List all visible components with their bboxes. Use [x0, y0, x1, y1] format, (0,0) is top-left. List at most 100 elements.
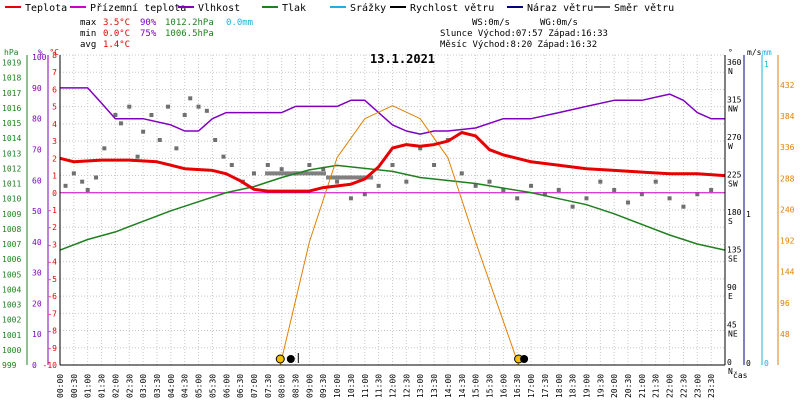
sun-tick-288: 288: [780, 174, 795, 183]
wind-direction-point-21: [229, 163, 234, 167]
direction-tick-360-value: 360: [727, 58, 742, 67]
direction-tick-135-label: SE: [728, 255, 738, 264]
wind-direction-point-30: [348, 196, 353, 201]
celsius-tick--8: -8: [47, 327, 57, 336]
time-tick-16:30: 16:30: [513, 374, 522, 398]
wind-direction-point-33: [390, 163, 395, 167]
wind-direction-point-17: [196, 104, 201, 109]
sun-tick-96: 96: [780, 299, 790, 308]
pct-tick-80: 80: [32, 115, 42, 124]
time-tick-00:30: 00:30: [70, 374, 79, 398]
direction-tick-135-value: 135: [727, 246, 742, 255]
stats-press-max: 1012.2hPa: [165, 18, 214, 28]
wind-direction-point-49: [612, 188, 617, 192]
time-tick-02:30: 02:30: [125, 374, 134, 398]
stats-temp-max: 3.5°C: [103, 18, 130, 28]
time-tick-18:00: 18:00: [555, 374, 564, 398]
time-tick-08:00: 08:00: [278, 374, 287, 398]
legend-label-4: Srážky: [350, 2, 386, 14]
time-axis-label: čas: [733, 370, 748, 380]
direction-tick-225-label: SW: [728, 180, 738, 189]
celsius-tick--4: -4: [47, 258, 57, 267]
pct-tick-50: 50: [32, 207, 42, 216]
wind-direction-point-40: [487, 179, 492, 184]
time-tick-02:00: 02:00: [111, 374, 120, 398]
time-tick-05:30: 05:30: [208, 374, 217, 398]
direction-tick-45-value: 45: [727, 321, 737, 330]
mm-tick-0: 0: [764, 359, 769, 368]
time-tick-01:30: 01:30: [98, 374, 107, 398]
hpa-tick-1018: 1018: [2, 74, 21, 83]
celsius-tick-6: 6: [52, 85, 57, 94]
time-tick-13:00: 13:00: [416, 374, 425, 398]
celsius-tick--10: -10: [43, 361, 58, 370]
hpa-tick-1014: 1014: [2, 134, 21, 143]
wind-direction-point-9: [135, 154, 140, 159]
mm-tick-1: 1: [764, 60, 769, 69]
time-tick-23:30: 23:30: [707, 374, 716, 398]
wind-direction-point-54: [681, 204, 686, 209]
hpa-tick-1007: 1007: [2, 240, 21, 249]
wind-direction-point-42: [515, 196, 520, 201]
series-layer: [59, 87, 726, 366]
time-tick-00:00: 00:00: [56, 374, 65, 398]
stats-hum-min: 75%: [140, 29, 157, 39]
time-tick-10:00: 10:00: [333, 374, 342, 398]
time-tick-21:00: 21:00: [638, 374, 647, 398]
wind-direction-point-51: [639, 192, 644, 197]
hpa-tick-1004: 1004: [2, 285, 21, 294]
wind-direction-point-41: [501, 188, 506, 192]
celsius-tick-7: 7: [52, 68, 57, 77]
hpa-tick-1000: 1000: [2, 346, 21, 355]
time-tick-01:00: 01:00: [84, 374, 93, 398]
time-tick-07:00: 07:00: [250, 374, 259, 398]
legend-label-5: Rychlost větru: [410, 2, 494, 14]
hpa-tick-1009: 1009: [2, 210, 21, 219]
wind-direction-point-29: [335, 179, 340, 184]
grid: [59, 54, 726, 366]
pct-tick-30: 30: [32, 269, 42, 278]
hpa-tick-1001: 1001: [2, 331, 21, 340]
celsius-axis-unit: °C: [49, 48, 59, 57]
axes: hPa9991000100110021003100410051006100710…: [2, 48, 795, 398]
hpa-axis-unit: hPa: [4, 48, 19, 57]
hpa-tick-1019: 1019: [2, 59, 21, 68]
sun-tick-384: 384: [780, 112, 795, 121]
celsius-tick--9: -9: [47, 344, 57, 353]
moonset-icon: [520, 355, 529, 363]
wind-direction-point-14: [174, 146, 179, 151]
sun-tick-240: 240: [780, 205, 795, 214]
wind-direction-point-45: [556, 188, 561, 192]
legend-label-7: Směr větru: [614, 2, 674, 14]
direction-tick-270-label: W: [728, 142, 733, 151]
time-tick-17:00: 17:00: [527, 374, 536, 398]
time-tick-04:00: 04:00: [167, 374, 176, 398]
hpa-tick-1010: 1010: [2, 195, 21, 204]
time-tick-11:00: 11:00: [361, 374, 370, 398]
pct-tick-60: 60: [32, 176, 42, 185]
wind-direction-point-28: [321, 167, 326, 172]
hpa-tick-1006: 1006: [2, 255, 21, 264]
mm-axis-unit: mm: [762, 48, 772, 57]
hpa-tick-1011: 1011: [2, 180, 21, 189]
wind-gust-readout: WG:0m/s: [540, 18, 578, 28]
pct-tick-10: 10: [32, 330, 42, 339]
wind-direction-point-35: [418, 146, 423, 151]
time-tick-23:00: 23:00: [693, 374, 702, 398]
time-tick-07:30: 07:30: [264, 374, 273, 398]
ms-tick-1: 1: [746, 210, 751, 219]
time-tick-19:00: 19:00: [582, 374, 591, 398]
wind-direction-point-11: [149, 113, 154, 117]
direction-tick-180-label: S: [728, 217, 733, 226]
wind-direction-point-55: [695, 192, 700, 197]
stats-label-max: max: [80, 18, 97, 28]
direction-tick-180-value: 180: [727, 208, 742, 217]
time-tick-20:00: 20:00: [610, 374, 619, 398]
hpa-tick-1016: 1016: [2, 104, 21, 113]
pct-tick-40: 40: [32, 238, 42, 247]
celsius-tick-2: 2: [52, 154, 57, 163]
legend-label-6: Náraz větru: [527, 2, 593, 14]
wind-direction-point-20: [221, 154, 226, 159]
wind-direction-point-50: [626, 200, 631, 205]
